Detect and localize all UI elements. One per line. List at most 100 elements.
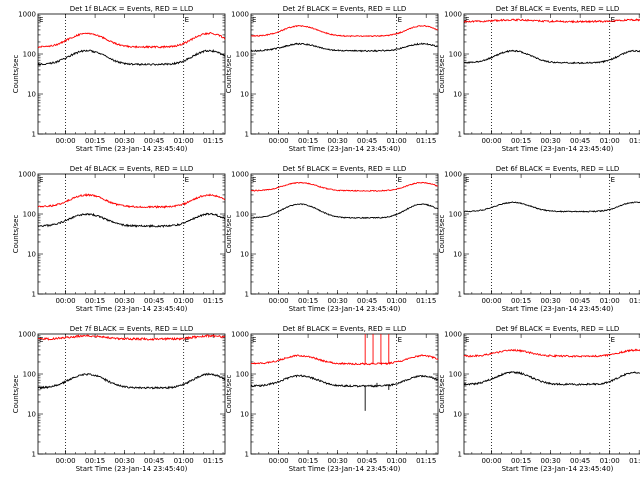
x-tick-label: 00:45 — [357, 297, 377, 305]
series-line-black — [37, 48, 226, 66]
x-tick-label: 00:15 — [298, 297, 318, 305]
x-tick-label: 00:00 — [268, 457, 288, 465]
plot-frame — [37, 13, 226, 135]
marker-label: E — [252, 336, 256, 344]
x-tick-label: 00:30 — [115, 457, 135, 465]
x-tick-label: 01:00 — [387, 137, 407, 145]
series-line-black — [250, 203, 439, 220]
x-tick-label: 00:00 — [55, 137, 75, 145]
marker-label: E — [39, 16, 43, 24]
series-line-red — [250, 354, 439, 366]
y-tick-label: 10 — [453, 411, 462, 419]
marker-label: E — [611, 16, 615, 24]
x-axis-label: Start Time (23-Jan-14 23:45:40) — [289, 465, 401, 473]
x-tick-label: 00:30 — [541, 137, 561, 145]
y-tick-label: 1000 — [444, 331, 462, 339]
plot-frame — [250, 173, 439, 295]
marker-label: E — [465, 176, 469, 184]
x-tick-label: 00:45 — [570, 137, 590, 145]
marker-label: E — [39, 176, 43, 184]
y-tick-label: 1 — [458, 291, 462, 299]
panel-4: Det 4f BLACK = Events, RED = LLD 1 10 100 10… — [12, 165, 226, 313]
x-axis-label: Start Time (23-Jan-14 23:45:40) — [502, 145, 614, 153]
y-axis-label: Counts/sec — [12, 215, 20, 254]
y-tick-label: 100 — [236, 211, 249, 219]
panel-2: Det 2f BLACK = Events, RED = LLD 1 10 100 10… — [225, 5, 439, 153]
plot-frame — [37, 333, 226, 455]
x-tick-label: 00:00 — [268, 297, 288, 305]
series-line-red — [250, 181, 439, 192]
x-tick-label: 00:15 — [85, 457, 105, 465]
y-axis-label: Counts/sec — [438, 215, 446, 254]
marker-label: E — [185, 176, 189, 184]
x-tick-label: 01:15 — [629, 297, 640, 305]
series-line-black — [37, 372, 226, 390]
series-line-red — [463, 348, 640, 358]
y-tick-label: 10 — [27, 411, 36, 419]
y-tick-label: 1000 — [231, 11, 249, 19]
marker-label: E — [39, 336, 43, 344]
y-tick-label: 1000 — [18, 171, 36, 179]
panel-title: Det 1f BLACK = Events, RED = LLD — [70, 5, 193, 13]
x-tick-label: 00:30 — [328, 137, 348, 145]
x-axis-label: Start Time (23-Jan-14 23:45:40) — [76, 305, 188, 313]
x-tick-label: 01:00 — [174, 457, 194, 465]
x-tick-label: 01:15 — [203, 297, 223, 305]
y-tick-label: 100 — [449, 371, 462, 379]
x-tick-label: 00:45 — [144, 137, 164, 145]
y-tick-label: 1 — [458, 451, 462, 459]
panel-title: Det 5f BLACK = Events, RED = LLD — [283, 165, 406, 173]
x-tick-label: 01:00 — [387, 297, 407, 305]
y-tick-label: 10 — [453, 251, 462, 259]
y-tick-label: 100 — [236, 371, 249, 379]
y-tick-label: 1 — [32, 291, 36, 299]
y-axis-label: Counts/sec — [225, 55, 233, 94]
y-axis-label: Counts/sec — [225, 375, 233, 414]
y-tick-label: 100 — [449, 211, 462, 219]
x-tick-label: 00:00 — [481, 297, 501, 305]
x-tick-label: 00:00 — [268, 137, 288, 145]
y-tick-label: 10 — [27, 91, 36, 99]
series-line-black — [463, 371, 640, 386]
x-tick-label: 00:45 — [570, 297, 590, 305]
marker-label: E — [398, 16, 402, 24]
x-tick-label: 00:45 — [357, 457, 377, 465]
y-tick-label: 1000 — [444, 11, 462, 19]
y-tick-label: 1 — [245, 131, 249, 139]
x-tick-label: 01:00 — [600, 297, 620, 305]
marker-label: E — [611, 176, 615, 184]
panel-5: Det 5f BLACK = Events, RED = LLD 1 10 100 10… — [225, 165, 439, 313]
panel-title: Det 3f BLACK = Events, RED = LLD — [496, 5, 619, 13]
x-axis-label: Start Time (23-Jan-14 23:45:40) — [502, 465, 614, 473]
panel-3: Det 3f BLACK = Events, RED = LLD 1 10 100 10… — [438, 5, 640, 153]
marker-label: E — [465, 16, 469, 24]
x-axis-label: Start Time (23-Jan-14 23:45:40) — [76, 465, 188, 473]
x-tick-label: 00:30 — [541, 457, 561, 465]
y-tick-label: 10 — [240, 411, 249, 419]
y-tick-label: 1 — [32, 451, 36, 459]
x-tick-label: 00:15 — [511, 297, 531, 305]
series-line-black — [464, 49, 640, 65]
y-tick-label: 1 — [32, 131, 36, 139]
panel-8: Det 8f BLACK = Events, RED = LLD 1 10 100 10… — [225, 325, 439, 473]
y-axis-label: Counts/sec — [12, 55, 20, 94]
x-tick-label: 01:00 — [600, 137, 620, 145]
y-tick-label: 1000 — [18, 331, 36, 339]
y-axis-label: Counts/sec — [438, 375, 446, 414]
y-tick-label: 100 — [449, 51, 462, 59]
series-line-red — [250, 24, 439, 38]
marker-label: E — [611, 336, 615, 344]
x-tick-label: 00:45 — [570, 457, 590, 465]
x-tick-label: 00:15 — [511, 457, 531, 465]
plot-frame — [463, 333, 640, 455]
y-tick-label: 1 — [245, 291, 249, 299]
x-tick-label: 00:00 — [481, 137, 501, 145]
plot-frame — [463, 173, 640, 295]
marker-label: E — [398, 336, 402, 344]
series-line-red — [37, 334, 226, 342]
x-tick-label: 01:00 — [174, 137, 194, 145]
marker-label: E — [185, 16, 189, 24]
x-tick-label: 01:00 — [600, 457, 620, 465]
panel-title: Det 7f BLACK = Events, RED = LLD — [70, 325, 193, 333]
